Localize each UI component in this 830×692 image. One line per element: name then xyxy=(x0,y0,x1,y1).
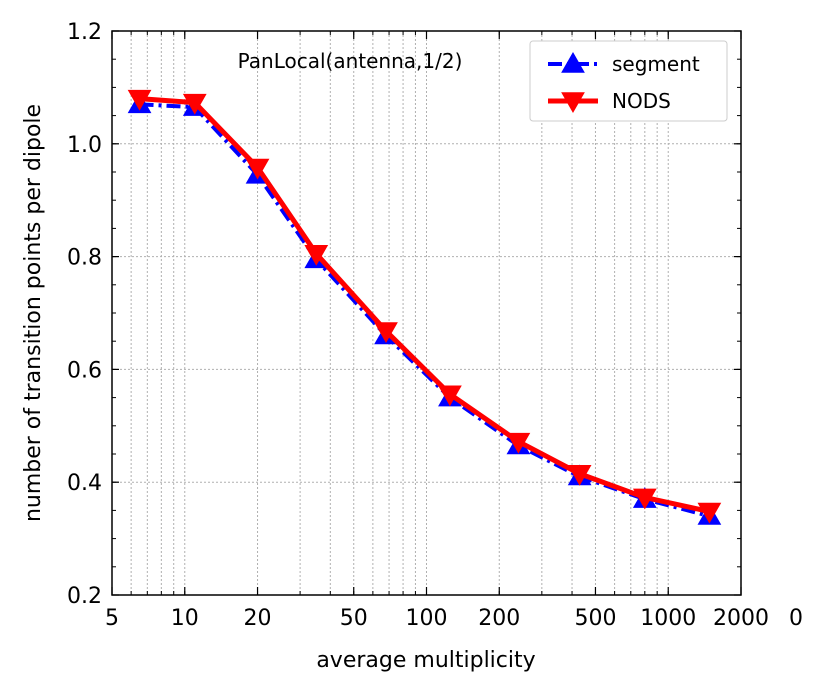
data-point-nods xyxy=(438,385,462,407)
series-layer xyxy=(127,89,722,525)
series-segment xyxy=(127,92,722,525)
x-tick-labels: 5 10 20 50 100 200 500 1000 2000 xyxy=(105,606,769,631)
x-tick-label: 10 xyxy=(171,606,199,631)
data-point-nods xyxy=(697,502,722,524)
y-tick-label: 0.8 xyxy=(67,246,102,271)
y-tick-label: 0.2 xyxy=(67,584,102,609)
legend-label-nods: NODS xyxy=(612,89,671,113)
x-tick-label: 1000 xyxy=(640,606,696,631)
legend-marker-nods xyxy=(561,92,585,114)
series-nods xyxy=(127,89,722,524)
data-point-nods xyxy=(374,322,398,344)
extra-x-tick-label: 0 xyxy=(789,606,803,631)
x-tick-label: 200 xyxy=(478,606,520,631)
data-point-nods xyxy=(127,89,152,111)
data-point-nods xyxy=(182,93,207,115)
data-point-nods xyxy=(506,432,531,454)
x-tick-label: 20 xyxy=(244,606,272,631)
data-point-nods xyxy=(567,464,592,486)
y-tick-label: 0.6 xyxy=(67,358,102,383)
series-line-nods xyxy=(139,96,710,514)
legend: segment NODS xyxy=(529,40,728,122)
legend-marker-shape xyxy=(561,92,585,114)
data-point-nods xyxy=(632,488,657,510)
data-point-nods xyxy=(245,158,270,180)
annotation-text: PanLocal(antenna,1/2) xyxy=(238,49,463,73)
x-tick-label: 100 xyxy=(406,606,448,631)
x-tick-label: 2000 xyxy=(713,606,769,631)
y-tick-labels: 0.2 0.4 0.6 0.8 1.0 1.2 xyxy=(67,20,102,609)
y-tick-label: 1.0 xyxy=(67,133,102,158)
legend-marker-shape xyxy=(561,51,585,73)
series-line-segment xyxy=(139,102,710,518)
data-point-nods xyxy=(304,245,329,266)
y-tick-label: 0.4 xyxy=(67,471,102,496)
ticks xyxy=(111,30,742,596)
legend-marker-segment xyxy=(561,51,585,73)
x-tick-label: 500 xyxy=(574,606,616,631)
legend-label-segment: segment xyxy=(612,52,700,76)
y-axis-label: number of transition points per dipole xyxy=(21,104,46,522)
x-axis-label: average multiplicity xyxy=(316,648,535,673)
x-tick-label: 5 xyxy=(105,606,119,631)
x-tick-label: 50 xyxy=(340,606,368,631)
y-tick-label: 1.2 xyxy=(67,20,102,45)
